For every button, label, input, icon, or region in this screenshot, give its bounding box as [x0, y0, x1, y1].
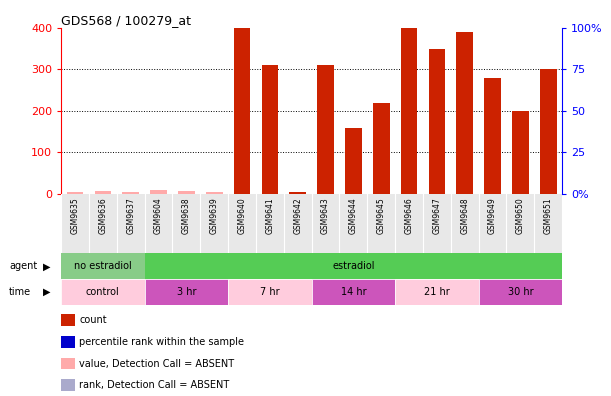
Bar: [395, 279, 478, 305]
Text: 7 hr: 7 hr: [260, 287, 280, 297]
Bar: [373, 103, 390, 194]
Bar: [317, 65, 334, 194]
Text: no estradiol: no estradiol: [74, 261, 132, 271]
Text: GSM9635: GSM9635: [70, 197, 79, 234]
Text: GDS568 / 100279_at: GDS568 / 100279_at: [61, 13, 191, 27]
Text: GSM9638: GSM9638: [182, 197, 191, 234]
Bar: [428, 48, 445, 194]
Text: GSM9650: GSM9650: [516, 197, 525, 234]
Text: GSM9651: GSM9651: [544, 197, 553, 234]
Text: 3 hr: 3 hr: [177, 287, 196, 297]
Bar: [478, 279, 562, 305]
Text: control: control: [86, 287, 120, 297]
Bar: [345, 128, 362, 194]
Bar: [145, 253, 562, 279]
Text: GSM9640: GSM9640: [238, 197, 246, 234]
Text: GSM9639: GSM9639: [210, 197, 219, 234]
Text: GSM9649: GSM9649: [488, 197, 497, 234]
Bar: [290, 192, 306, 194]
Bar: [228, 279, 312, 305]
Bar: [122, 192, 139, 194]
Bar: [61, 279, 145, 305]
Bar: [540, 69, 557, 194]
Text: GSM9647: GSM9647: [433, 197, 441, 234]
Bar: [145, 279, 228, 305]
Bar: [178, 191, 195, 194]
Bar: [312, 279, 395, 305]
Text: 30 hr: 30 hr: [508, 287, 533, 297]
Text: GSM9643: GSM9643: [321, 197, 330, 234]
Bar: [61, 253, 145, 279]
Text: GSM9636: GSM9636: [98, 197, 108, 234]
Text: time: time: [9, 287, 31, 297]
Bar: [206, 192, 222, 194]
Text: ▶: ▶: [43, 287, 50, 297]
Text: value, Detection Call = ABSENT: value, Detection Call = ABSENT: [79, 358, 235, 369]
Text: rank, Detection Call = ABSENT: rank, Detection Call = ABSENT: [79, 380, 230, 390]
Text: GSM9644: GSM9644: [349, 197, 358, 234]
Text: GSM9604: GSM9604: [154, 197, 163, 234]
Text: 21 hr: 21 hr: [424, 287, 450, 297]
Text: GSM9642: GSM9642: [293, 197, 302, 234]
Bar: [150, 190, 167, 194]
Text: percentile rank within the sample: percentile rank within the sample: [79, 337, 244, 347]
Bar: [401, 28, 417, 194]
Text: GSM9637: GSM9637: [126, 197, 135, 234]
Bar: [512, 111, 529, 194]
Bar: [262, 65, 278, 194]
Bar: [233, 28, 251, 194]
Text: GSM9645: GSM9645: [377, 197, 386, 234]
Text: GSM9641: GSM9641: [265, 197, 274, 234]
Text: count: count: [79, 315, 107, 325]
Text: GSM9646: GSM9646: [404, 197, 414, 234]
Text: 14 hr: 14 hr: [340, 287, 366, 297]
Text: ▶: ▶: [43, 261, 50, 271]
Bar: [484, 78, 501, 194]
Bar: [456, 32, 473, 194]
Text: estradiol: estradiol: [332, 261, 375, 271]
Bar: [67, 192, 83, 194]
Text: agent: agent: [9, 261, 37, 271]
Text: GSM9648: GSM9648: [460, 197, 469, 234]
Bar: [95, 191, 111, 194]
